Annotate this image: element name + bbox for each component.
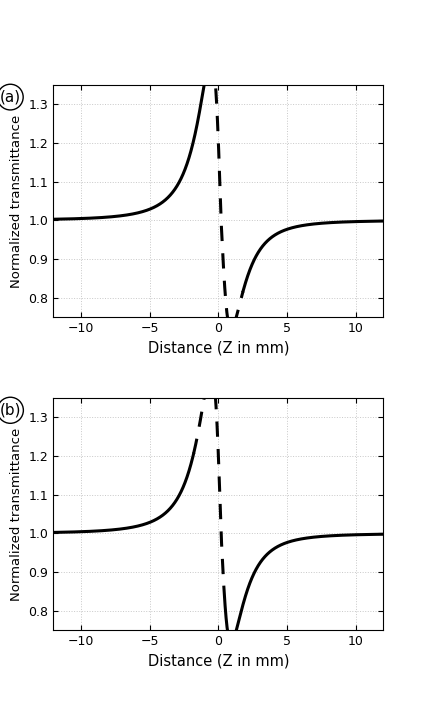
X-axis label: Distance (Z in mm): Distance (Z in mm) bbox=[147, 341, 289, 355]
Text: (a): (a) bbox=[0, 90, 21, 105]
Text: (b): (b) bbox=[0, 403, 21, 418]
X-axis label: Distance (Z in mm): Distance (Z in mm) bbox=[147, 653, 289, 668]
Y-axis label: Normalized transmittance: Normalized transmittance bbox=[10, 428, 23, 601]
Y-axis label: Normalized transmittance: Normalized transmittance bbox=[10, 114, 23, 287]
